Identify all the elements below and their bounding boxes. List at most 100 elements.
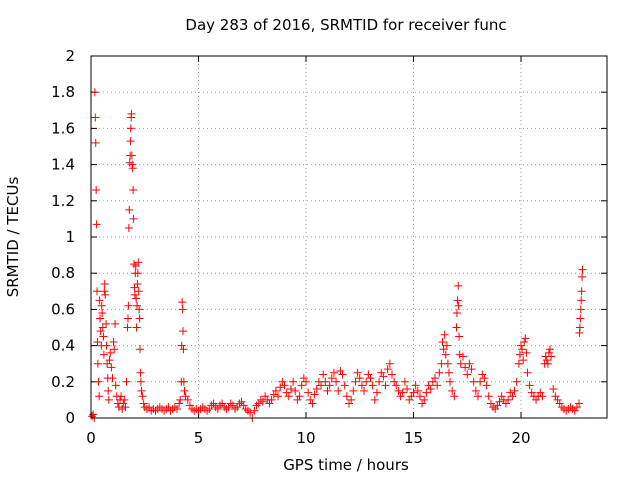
data-point bbox=[510, 386, 519, 395]
data-point bbox=[345, 399, 353, 408]
x-tick-label: 20 bbox=[511, 429, 530, 447]
data-point bbox=[231, 404, 240, 413]
data-point bbox=[463, 370, 472, 379]
data-point bbox=[213, 404, 222, 413]
x-tick-label: 10 bbox=[296, 429, 315, 447]
data-point bbox=[125, 205, 134, 214]
data-point bbox=[370, 395, 379, 404]
data-point bbox=[321, 377, 330, 386]
data-point bbox=[89, 410, 98, 419]
data-point bbox=[553, 395, 562, 404]
data-point bbox=[403, 385, 412, 394]
data-point bbox=[527, 388, 536, 397]
data-point bbox=[454, 281, 463, 290]
data-point bbox=[377, 368, 386, 377]
data-point bbox=[259, 397, 267, 406]
data-point bbox=[133, 301, 142, 310]
y-tick-label: 0.2 bbox=[51, 373, 75, 391]
data-point bbox=[198, 403, 207, 412]
data-point bbox=[267, 395, 276, 404]
y-tick-label: 0.4 bbox=[51, 337, 75, 355]
data-point bbox=[474, 392, 482, 401]
data-point bbox=[520, 337, 529, 346]
data-point bbox=[461, 363, 470, 372]
data-point bbox=[226, 399, 235, 408]
data-point bbox=[424, 381, 433, 390]
data-point bbox=[170, 403, 179, 412]
data-point bbox=[400, 377, 409, 386]
data-point bbox=[278, 377, 287, 386]
data-point bbox=[175, 399, 184, 408]
data-point bbox=[336, 366, 345, 375]
data-point bbox=[381, 381, 390, 390]
data-point bbox=[450, 392, 459, 401]
data-point bbox=[476, 377, 485, 386]
data-point bbox=[291, 386, 300, 395]
data-point bbox=[104, 395, 113, 404]
data-point bbox=[362, 377, 371, 386]
data-point bbox=[575, 323, 584, 332]
data-point bbox=[109, 337, 118, 346]
data-point bbox=[120, 395, 129, 404]
data-point bbox=[110, 345, 119, 354]
data-point bbox=[133, 269, 142, 278]
data-point bbox=[99, 332, 108, 341]
data-point bbox=[106, 348, 115, 357]
data-point bbox=[185, 401, 194, 410]
data-point bbox=[458, 352, 467, 361]
data-point bbox=[126, 124, 135, 133]
data-point bbox=[542, 356, 551, 365]
data-point bbox=[413, 386, 422, 395]
data-point bbox=[452, 309, 461, 318]
data-point bbox=[334, 386, 343, 395]
data-point bbox=[452, 323, 461, 332]
data-point bbox=[439, 345, 448, 354]
data-point bbox=[99, 350, 108, 359]
data-point bbox=[91, 138, 100, 147]
data-point bbox=[282, 388, 291, 397]
data-point bbox=[107, 363, 116, 372]
data-point bbox=[94, 377, 103, 386]
data-point bbox=[93, 337, 102, 346]
data-point bbox=[338, 370, 347, 379]
data-point bbox=[392, 381, 401, 390]
data-point bbox=[538, 392, 547, 401]
data-point bbox=[433, 381, 442, 390]
data-point bbox=[92, 220, 101, 229]
data-point bbox=[349, 386, 358, 395]
data-point bbox=[250, 406, 259, 415]
data-point bbox=[207, 401, 216, 410]
data-point bbox=[576, 314, 585, 323]
data-point bbox=[145, 403, 154, 412]
data-point bbox=[139, 399, 148, 408]
data-point bbox=[438, 337, 447, 346]
data-point bbox=[137, 386, 146, 395]
data-point bbox=[104, 386, 113, 395]
data-point bbox=[90, 88, 99, 97]
data-point bbox=[209, 399, 218, 408]
data-point bbox=[124, 301, 133, 310]
data-point bbox=[211, 403, 220, 412]
data-point bbox=[518, 345, 527, 354]
data-point bbox=[222, 404, 231, 413]
y-tick-label: 0 bbox=[65, 409, 75, 427]
data-point bbox=[317, 381, 326, 390]
data-point bbox=[252, 401, 261, 410]
data-point bbox=[521, 334, 530, 343]
data-point bbox=[388, 370, 396, 379]
data-point bbox=[415, 392, 424, 401]
data-point bbox=[426, 385, 435, 394]
data-point bbox=[124, 223, 133, 232]
data-point bbox=[340, 381, 349, 390]
data-point bbox=[180, 386, 189, 395]
data-point bbox=[411, 381, 420, 390]
data-point bbox=[118, 404, 127, 413]
data-points bbox=[88, 88, 587, 422]
x-tick-label: 15 bbox=[404, 429, 423, 447]
data-point bbox=[456, 359, 465, 368]
data-point bbox=[179, 345, 188, 354]
y-tick-label: 1.6 bbox=[51, 119, 75, 137]
data-point bbox=[179, 377, 188, 386]
data-point bbox=[93, 359, 102, 368]
plot-frame bbox=[90, 55, 608, 419]
